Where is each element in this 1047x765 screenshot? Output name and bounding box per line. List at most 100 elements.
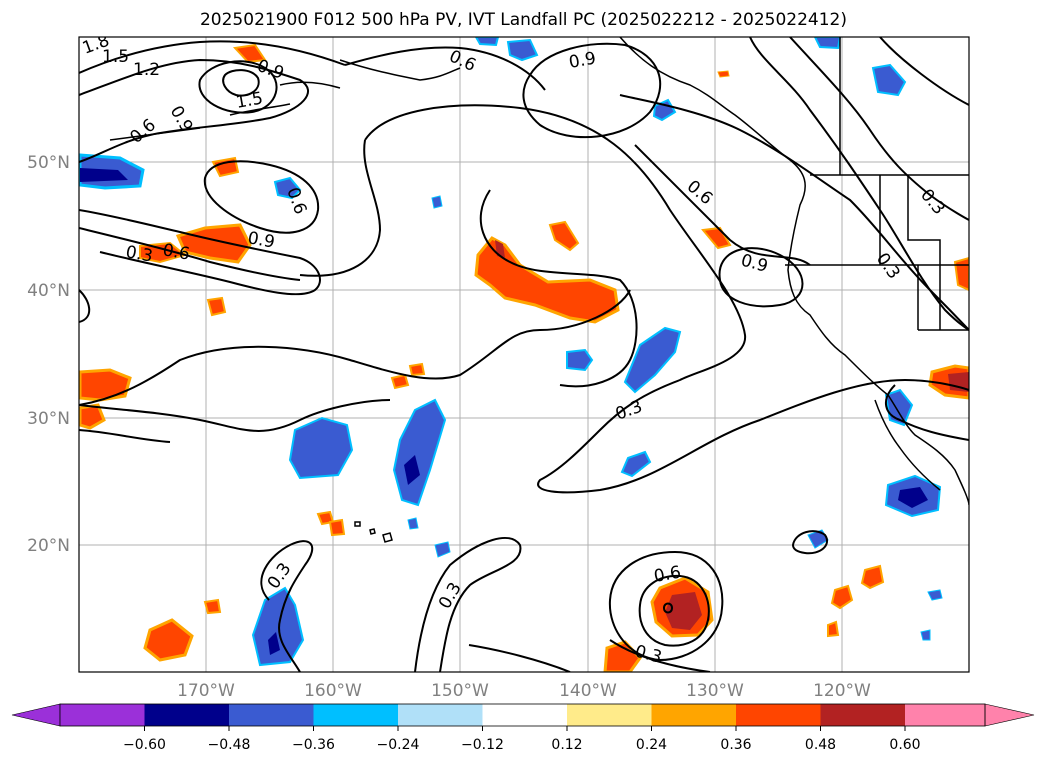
colorbar-tick-labels: −0.60 −0.48 −0.36 −0.24 −0.12 0.12 0.24 … <box>123 737 921 753</box>
contour-label: 1.2 <box>133 60 160 80</box>
orange-blob <box>827 620 840 638</box>
colorbar-segment <box>313 704 398 726</box>
orange-blob <box>79 403 106 430</box>
colorbar-extend-right <box>984 703 1035 727</box>
orange-blob <box>474 236 620 324</box>
lon-label: 140°W <box>559 681 617 701</box>
colorbar-segment <box>820 704 905 726</box>
colorbar-segment <box>482 704 567 726</box>
blue-blob <box>288 416 354 480</box>
contour-line <box>749 37 969 331</box>
lon-label: 130°W <box>686 681 744 701</box>
contour-line <box>79 209 321 296</box>
orange-blob <box>206 296 227 317</box>
contour-line <box>79 227 301 281</box>
contour-line <box>479 189 638 388</box>
contour-line <box>468 644 571 672</box>
lon-labels: 170°W 160°W 150°W 140°W 130°W 120°W <box>177 681 871 701</box>
positive-pv-shading <box>79 43 969 672</box>
orange-blob <box>701 226 732 250</box>
contour-line <box>344 46 546 91</box>
colorbar-tick-label: 0.36 <box>720 737 751 753</box>
map-title: 2025021900 F012 500 hPa PV, IVT Landfall… <box>199 10 847 30</box>
contour-line <box>791 530 828 555</box>
colorbar-segment <box>736 704 821 726</box>
colorbar-tick-label: 0.12 <box>551 737 582 753</box>
lon-label: 160°W <box>304 681 362 701</box>
lon-label: 170°W <box>177 681 235 701</box>
ivt-contours <box>79 37 969 672</box>
colorbar-ticks <box>144 726 906 731</box>
blue-blob <box>620 450 652 478</box>
border-states <box>785 37 969 331</box>
map-frame <box>78 36 970 673</box>
orange-blob <box>79 368 132 402</box>
orange-blob <box>175 223 252 264</box>
map-area <box>79 37 969 672</box>
blue-blob <box>927 589 943 601</box>
orange-blob <box>548 220 580 252</box>
lat-label: 20°N <box>27 536 70 556</box>
contour-line <box>222 69 260 97</box>
colorbar-segment <box>398 704 483 726</box>
colorbar-segment <box>229 704 314 726</box>
negative-pv-shading <box>79 37 943 667</box>
contour-line <box>79 289 91 323</box>
colorbar-tick-label: 0.60 <box>889 737 920 753</box>
colorbar-segment <box>144 704 229 726</box>
orange-blob <box>143 618 194 662</box>
contour-label: 0.6 <box>652 563 682 587</box>
lon-label: 150°W <box>431 681 489 701</box>
orange-blob <box>717 70 730 78</box>
contour-label: 1.5 <box>234 89 264 113</box>
contour-line <box>879 37 969 106</box>
contour-label: 1.5 <box>102 47 129 67</box>
lat-label: 40°N <box>27 281 70 301</box>
orange-blob <box>948 372 969 392</box>
blue-blob <box>506 38 539 62</box>
contour-line <box>203 160 320 234</box>
blue-blob <box>898 487 928 508</box>
colorbar-segment <box>651 704 736 726</box>
orange-blob <box>408 362 426 377</box>
colorbar-segment <box>567 704 652 726</box>
contour-line <box>522 42 662 139</box>
blue-blob <box>871 63 907 97</box>
blue-blob <box>251 586 305 667</box>
blue-blob <box>652 98 677 122</box>
blue-blob <box>434 541 451 558</box>
coastline-baja <box>874 399 941 491</box>
colorbar-tick-label: −0.12 <box>461 737 504 753</box>
contour-line <box>718 247 804 308</box>
contour-label: 0.9 <box>567 49 597 73</box>
blue-blob <box>407 517 419 530</box>
contour-label: 0.3 <box>124 242 154 266</box>
contour-line <box>198 60 278 114</box>
contour-line <box>79 40 346 74</box>
contour-line <box>609 639 711 672</box>
blue-blob <box>404 455 420 485</box>
colorbar-tick-label: −0.60 <box>123 737 166 753</box>
lat-labels: 50°N 40°N 30°N 20°N <box>27 153 70 556</box>
contour-line <box>608 550 724 662</box>
contour-line <box>364 104 969 494</box>
orange-blob <box>665 592 702 630</box>
lat-label: 50°N <box>27 153 70 173</box>
blue-blob <box>268 632 280 655</box>
blue-blob <box>474 37 500 47</box>
orange-blob <box>328 518 346 537</box>
blue-blob <box>431 195 443 209</box>
contour-line <box>260 540 314 672</box>
contour-line <box>299 139 382 277</box>
contour-line <box>885 384 969 441</box>
blue-blob <box>80 168 128 182</box>
contour-line <box>634 144 811 266</box>
colorbar-segment <box>60 704 145 726</box>
orange-blob <box>139 241 188 264</box>
hawaii-islands <box>354 521 393 543</box>
coastlines <box>109 37 969 543</box>
colorbar-extend-left <box>11 703 61 727</box>
contour-line <box>662 602 674 614</box>
blue-blob <box>623 326 682 394</box>
blue-blob <box>273 176 302 200</box>
